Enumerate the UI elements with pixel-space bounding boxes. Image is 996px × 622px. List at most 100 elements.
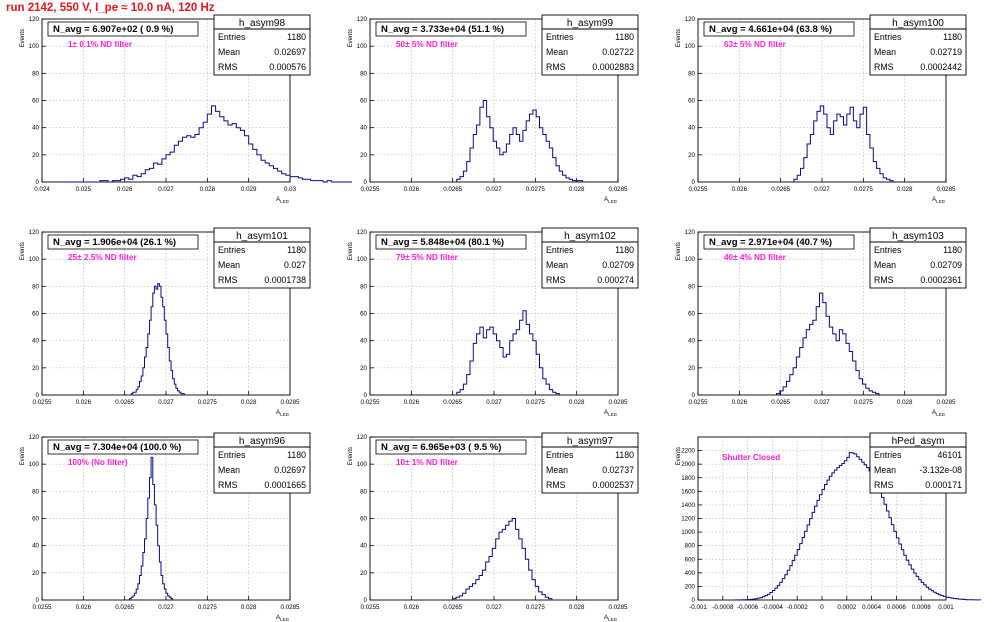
x-tick-label: 0.0285	[609, 186, 628, 193]
x-tick-label: 0.0255	[361, 399, 380, 406]
x-tick-label: -0.0006	[737, 604, 759, 611]
x-tick-label: 0.029	[241, 186, 257, 193]
y-tick-label: 100	[357, 461, 368, 468]
panel-h_asym99: 0.0255 0.026 0.0265 0.027 0.0275 0.028 0.0285 0…	[348, 14, 639, 204]
filter-label: 10± 1% ND filter	[396, 458, 459, 467]
y-tick-label: 60	[688, 98, 695, 105]
stats-value: 0.02697	[274, 47, 306, 57]
stats-key: Entries	[218, 245, 246, 255]
histogram-line	[734, 452, 982, 601]
y-tick-label: 100	[29, 461, 40, 468]
filter-label: 79± 5% ND filter	[396, 253, 459, 262]
stats-value: 1180	[615, 32, 634, 42]
y-tick-label: 120	[357, 434, 368, 441]
y-tick-label: 0	[36, 597, 40, 604]
y-tick-label: 80	[32, 488, 39, 495]
x-tick-label: 0.0285	[609, 604, 628, 611]
stats-value: 0.027	[284, 260, 306, 270]
x-tick-label: 0.027	[158, 186, 174, 193]
x-tick-label: 0.001	[938, 604, 954, 611]
stats-value: 0.000576	[269, 62, 306, 72]
plot-frame	[41, 231, 291, 396]
stats-box	[869, 227, 967, 289]
y-tick-label: 100	[357, 43, 368, 50]
stats-key: Entries	[874, 32, 902, 42]
histogram-name: h_asym103	[892, 231, 944, 242]
x-tick-label: 0.0006	[887, 604, 906, 611]
x-tick-label: 0.027	[486, 186, 502, 193]
plot-frame	[41, 436, 291, 601]
plot-frame	[41, 18, 291, 183]
x-axis-label: ALED	[276, 196, 290, 204]
stats-value: 0.000171	[925, 480, 962, 490]
y-axis-label: Events	[348, 447, 354, 465]
y-tick-label: 60	[32, 311, 39, 318]
filter-label: 50± 5% ND filter	[396, 40, 459, 49]
y-tick-label: 60	[360, 98, 367, 105]
stats-box	[541, 14, 639, 76]
x-tick-label: 0.0265	[115, 399, 134, 406]
y-tick-label: 80	[32, 283, 39, 290]
x-tick-label: 0.0275	[854, 186, 873, 193]
navg-box	[703, 234, 855, 250]
y-tick-label: 120	[29, 229, 40, 236]
x-tick-label: 0.028	[569, 186, 585, 193]
x-tick-label: -0.0008	[712, 604, 734, 611]
histogram-name: h_asym98	[239, 18, 286, 29]
stats-value: 0.0002537	[592, 480, 634, 490]
y-tick-label: 2000	[681, 461, 695, 468]
x-tick-label: 0.0265	[443, 604, 462, 611]
x-tick-label: 0.026	[76, 604, 92, 611]
y-axis-label: Events	[676, 447, 682, 465]
stats-value: -3.132e-08	[919, 465, 962, 475]
stats-value: 0.000274	[597, 275, 634, 285]
histogram-name: h_asym101	[236, 231, 288, 242]
y-tick-label: 20	[32, 570, 39, 577]
stats-value: 0.02737	[602, 465, 634, 475]
stats-key: Mean	[874, 260, 896, 270]
stats-key: RMS	[218, 62, 238, 72]
y-tick-label: 120	[357, 16, 368, 23]
histogram-name: h_asym102	[564, 231, 616, 242]
stats-box	[213, 227, 311, 289]
stats-key: RMS	[218, 480, 238, 490]
x-tick-label: 0.0275	[854, 399, 873, 406]
y-tick-label: 40	[688, 338, 695, 345]
stats-value: 0.0001665	[264, 480, 306, 490]
histogram-name: h_asym100	[892, 18, 944, 29]
stats-box	[541, 432, 639, 494]
stats-box	[213, 432, 311, 494]
x-tick-label: 0.0008	[912, 604, 931, 611]
y-axis-label: Events	[20, 29, 26, 47]
navg-label: N_avg = 6.907e+02 ( 0.9 %)	[53, 24, 173, 35]
panel-h_asym98: 0.024 0.025 0.026 0.027 0.028 0.029 0.03 0 20 40 6…	[20, 14, 352, 204]
y-tick-label: 20	[360, 570, 367, 577]
stats-key: Mean	[218, 465, 240, 475]
histogram-line	[129, 456, 174, 600]
x-tick-label: 0.0265	[771, 399, 790, 406]
x-tick-label: 0.026	[76, 399, 92, 406]
y-tick-label: 100	[29, 43, 40, 50]
x-axis-label: ALED	[604, 409, 618, 417]
y-tick-label: 60	[360, 516, 367, 523]
filter-label: Shutter Closed	[722, 453, 780, 462]
x-axis-label: ALED	[604, 196, 618, 204]
y-axis-label: Events	[676, 242, 682, 260]
x-tick-label: 0.0004	[862, 604, 881, 611]
stats-value: 0.0002883	[592, 62, 634, 72]
stats-value: 0.02719	[930, 47, 962, 57]
y-tick-label: 2200	[681, 448, 695, 455]
x-tick-label: 0.026	[404, 604, 420, 611]
histogram-line	[456, 100, 583, 182]
filter-label: 25± 2.5% ND filter	[68, 253, 137, 262]
stats-key: Mean	[874, 465, 896, 475]
x-tick-label: 0.027	[158, 604, 174, 611]
stats-key: RMS	[874, 62, 894, 72]
stats-value: 1180	[287, 450, 306, 460]
plot-frame	[369, 436, 619, 601]
y-tick-label: 0	[692, 392, 696, 399]
y-tick-label: 80	[360, 283, 367, 290]
x-tick-label: 0.0285	[609, 399, 628, 406]
x-tick-label: 0.026	[404, 186, 420, 193]
stats-key: Mean	[546, 465, 568, 475]
